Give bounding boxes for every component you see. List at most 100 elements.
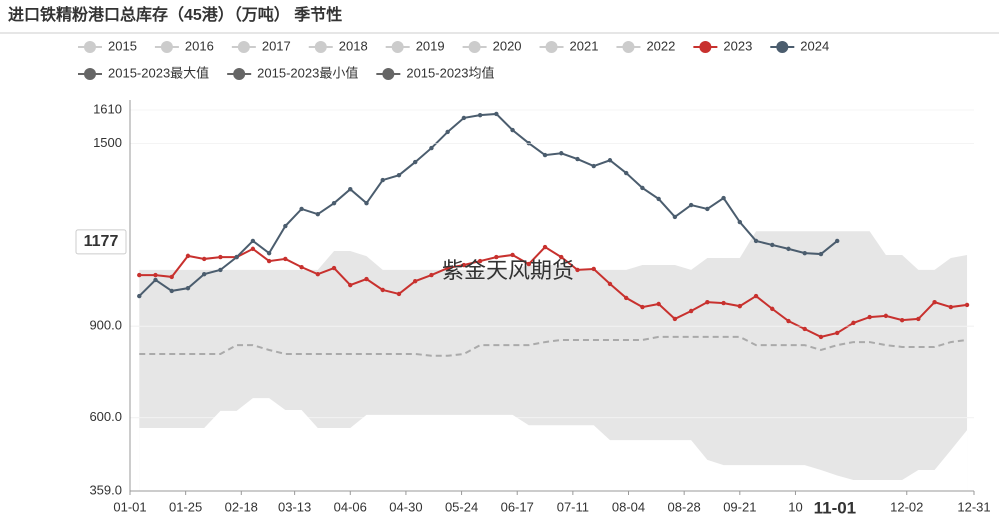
x-tick-label: 01-25 bbox=[169, 499, 202, 514]
legend-label: 2020 bbox=[493, 38, 522, 53]
data-point bbox=[510, 252, 515, 258]
data-point bbox=[283, 256, 288, 262]
x-tick-label: 08-28 bbox=[668, 499, 701, 514]
data-point bbox=[559, 151, 564, 156]
data-point bbox=[575, 156, 580, 162]
legend-swatch-dot bbox=[84, 41, 96, 53]
data-point bbox=[169, 288, 174, 294]
pointer-x-box bbox=[804, 496, 865, 522]
data-point bbox=[591, 266, 596, 272]
data-point bbox=[623, 170, 629, 176]
data-point bbox=[299, 264, 304, 270]
data-point bbox=[883, 313, 889, 319]
data-point bbox=[299, 206, 304, 212]
legend-label: 2018 bbox=[339, 38, 368, 53]
legend-swatch-dot bbox=[314, 41, 327, 53]
legend-label: 2024 bbox=[800, 38, 829, 53]
data-point bbox=[753, 293, 759, 299]
data-point bbox=[364, 200, 369, 206]
x-tick-label: 02-18 bbox=[225, 499, 258, 514]
data-point bbox=[802, 250, 807, 256]
data-point bbox=[185, 285, 191, 291]
data-point bbox=[851, 320, 856, 326]
legend-label: 2019 bbox=[416, 38, 445, 53]
data-point bbox=[818, 251, 824, 257]
data-point bbox=[932, 299, 937, 305]
x-tick-label: 09-21 bbox=[723, 499, 756, 514]
pointer-y-box bbox=[75, 229, 127, 255]
x-tick-label: 06-17 bbox=[501, 499, 534, 514]
data-point bbox=[770, 242, 775, 248]
data-point bbox=[153, 272, 158, 278]
y-tick-label: 1500 bbox=[93, 135, 122, 150]
legend-label: 2022 bbox=[646, 38, 675, 53]
series-line bbox=[138, 112, 838, 297]
data-point bbox=[315, 211, 321, 217]
data-point bbox=[948, 304, 954, 310]
data-point bbox=[494, 254, 499, 260]
legend-swatch-dot bbox=[84, 68, 96, 80]
data-point bbox=[396, 291, 402, 297]
pointer-y-label: 1177 bbox=[84, 233, 119, 250]
data-point bbox=[737, 219, 743, 225]
data-point bbox=[818, 334, 824, 340]
data-point bbox=[688, 202, 694, 208]
x-tick-label: 01-01 bbox=[113, 499, 146, 514]
data-point bbox=[737, 303, 743, 309]
data-point bbox=[640, 304, 645, 310]
legend-label: 2015-2023最大值 bbox=[108, 65, 209, 80]
legend-label: 2015-2023最小值 bbox=[257, 65, 358, 80]
min-band bbox=[139, 398, 968, 491]
data-point bbox=[234, 254, 239, 260]
data-point bbox=[461, 262, 467, 268]
y-tick-label: 600.0 bbox=[89, 409, 122, 424]
data-point bbox=[802, 326, 807, 332]
data-point bbox=[137, 293, 142, 299]
x-tick-label: 05-24 bbox=[445, 499, 478, 514]
data-point bbox=[169, 274, 174, 280]
data-point bbox=[786, 246, 791, 252]
legend-label: 2023 bbox=[723, 38, 752, 53]
data-point bbox=[348, 282, 353, 288]
mean-line bbox=[139, 335, 968, 357]
x-tick-label: 12-31 bbox=[957, 499, 990, 514]
series-line bbox=[139, 245, 968, 338]
legend-swatch-dot bbox=[545, 41, 558, 53]
data-point bbox=[412, 278, 418, 284]
data-point bbox=[705, 299, 710, 305]
chart-title: 进口铁精粉港口总库存（45港）（万吨） 季节性 bbox=[8, 5, 342, 24]
data-point bbox=[218, 254, 223, 260]
data-point bbox=[640, 185, 645, 191]
data-point bbox=[899, 317, 905, 323]
data-point bbox=[770, 306, 775, 312]
data-point bbox=[201, 256, 207, 262]
x-tick-label: 03-13 bbox=[278, 499, 311, 514]
data-point bbox=[526, 261, 532, 267]
legend-swatch-dot bbox=[468, 41, 481, 53]
data-point bbox=[607, 158, 613, 163]
legend-swatch-dot bbox=[776, 41, 789, 53]
data-point bbox=[721, 300, 726, 306]
data-point bbox=[348, 186, 353, 192]
data-point bbox=[623, 295, 629, 301]
data-point bbox=[331, 200, 337, 206]
legend-swatch-dot bbox=[233, 68, 246, 80]
data-point bbox=[201, 271, 207, 277]
data-point bbox=[185, 253, 191, 259]
data-point bbox=[429, 145, 434, 151]
data-point bbox=[867, 314, 872, 320]
data-point bbox=[477, 112, 483, 118]
legend-label: 2015-2023均值 bbox=[406, 65, 494, 80]
data-point bbox=[315, 271, 321, 277]
data-point bbox=[250, 246, 256, 252]
data-point bbox=[153, 277, 158, 283]
legend-label: 2017 bbox=[262, 38, 291, 53]
data-point bbox=[380, 177, 385, 183]
legend-swatch-dot bbox=[382, 68, 395, 80]
y-tick-label: 900.0 bbox=[89, 318, 122, 333]
data-point bbox=[510, 127, 515, 133]
data-point bbox=[964, 302, 970, 308]
data-point bbox=[396, 172, 402, 178]
data-point bbox=[250, 238, 256, 244]
data-point bbox=[283, 223, 288, 229]
